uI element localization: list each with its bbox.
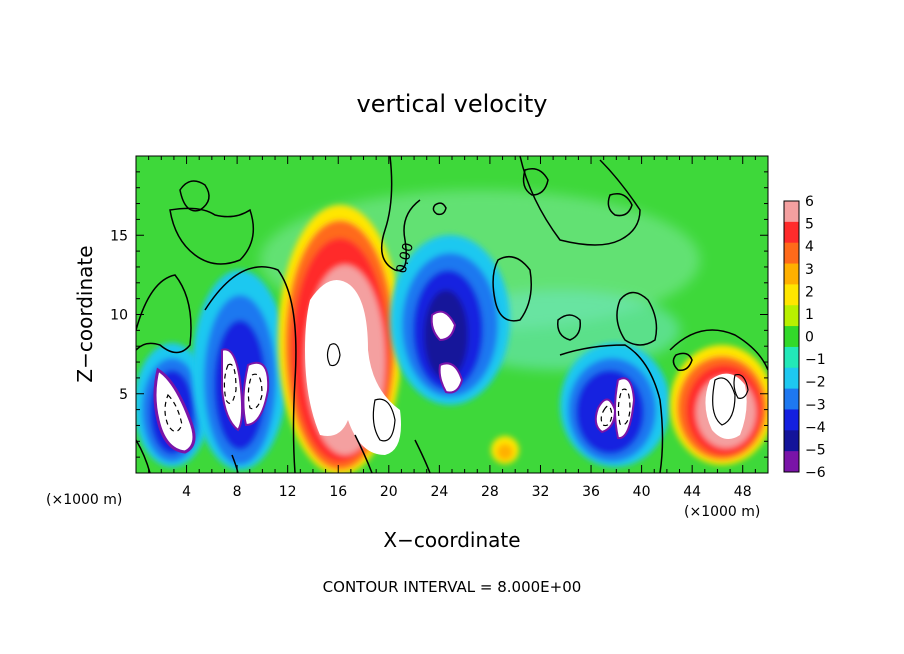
contour-label: 0.00 (393, 241, 417, 275)
negative-core-4 (594, 398, 617, 434)
dashed-contours (164, 363, 631, 433)
negative-cell-2 (192, 270, 288, 470)
x-tick-label: 48 (734, 484, 752, 500)
inner-contours (326, 343, 749, 442)
colorbar-swatch (784, 430, 799, 452)
small-warm-patch (491, 436, 519, 464)
colorbar-label: 1 (805, 307, 814, 323)
negative-core-1 (153, 367, 196, 454)
x-tick-label: 28 (481, 484, 499, 500)
x-tick-label: 4 (182, 484, 191, 500)
positive-core-2 (705, 373, 747, 439)
colorbar-swatch (784, 201, 799, 223)
negative-core-3 (430, 310, 457, 342)
colorbar-label: −3 (805, 397, 826, 413)
x-tick-label: 32 (532, 484, 550, 500)
colorbar-swatch (784, 346, 799, 369)
colorbar-label: 4 (805, 239, 814, 255)
y-axis-label: Z−coordinate (73, 245, 97, 382)
x-axis-ticks: 4 8 12 16 20 24 28 32 36 40 44 48 (148, 156, 756, 500)
colorbar-swatch (784, 221, 799, 244)
colorbar-label: 5 (805, 217, 814, 233)
colorbar-swatch (784, 242, 799, 265)
x-tick-label: 20 (380, 484, 398, 500)
x-tick-label: 16 (329, 484, 347, 500)
x-tick-label: 24 (430, 484, 448, 500)
x-unit-left: (×1000 m) (46, 492, 122, 508)
positive-core-1 (305, 280, 401, 455)
x-tick-label: 8 (233, 484, 242, 500)
colorbar-frame (783, 200, 800, 473)
colorbar-swatch (784, 263, 799, 285)
colorbar-label: −4 (805, 420, 826, 436)
colorbar-swatch (784, 409, 799, 431)
colorbar-swatch (784, 451, 799, 473)
colorbar-label: 2 (805, 284, 814, 300)
negative-core-3b (438, 362, 464, 394)
x-tick-label: 12 (279, 484, 297, 500)
x-tick-label: 44 (683, 484, 701, 500)
colorbar-swatch (784, 305, 799, 327)
colorbar-label: −1 (805, 352, 826, 368)
colorbar-swatch (784, 388, 799, 410)
colorbar-swatch (784, 326, 799, 348)
y-tick-label: 10 (110, 308, 128, 324)
colorbar-label: −2 (805, 375, 826, 391)
colorbar-label: 0 (805, 330, 814, 346)
x-unit-right: (×1000 m) (684, 504, 760, 520)
chart-title: vertical velocity (357, 90, 548, 118)
colorbar-label: 3 (805, 262, 814, 278)
colorbar-label: −5 (805, 442, 826, 458)
x-axis-label: X−coordinate (383, 528, 520, 552)
zero-contours (136, 156, 768, 473)
y-tick-label: 5 (119, 387, 128, 403)
x-tick-label: 40 (633, 484, 651, 500)
colorbar: 6 5 4 3 2 1 0 −1 −2 −3 −4 −5 −6 (783, 194, 826, 481)
plot-area: 0.00 (136, 156, 768, 473)
contour-interval-note: CONTOUR INTERVAL = 8.000E+00 (323, 578, 582, 596)
colorbar-label: 6 (805, 194, 814, 210)
x-tick-label: 36 (582, 484, 600, 500)
colorbar-label: −6 (805, 465, 826, 481)
negative-core-2b (242, 361, 270, 427)
colorbar-swatch (784, 284, 799, 306)
colorbar-swatch (784, 367, 799, 390)
y-axis-ticks: 5 10 15 (110, 171, 768, 458)
y-tick-label: 15 (110, 228, 128, 244)
